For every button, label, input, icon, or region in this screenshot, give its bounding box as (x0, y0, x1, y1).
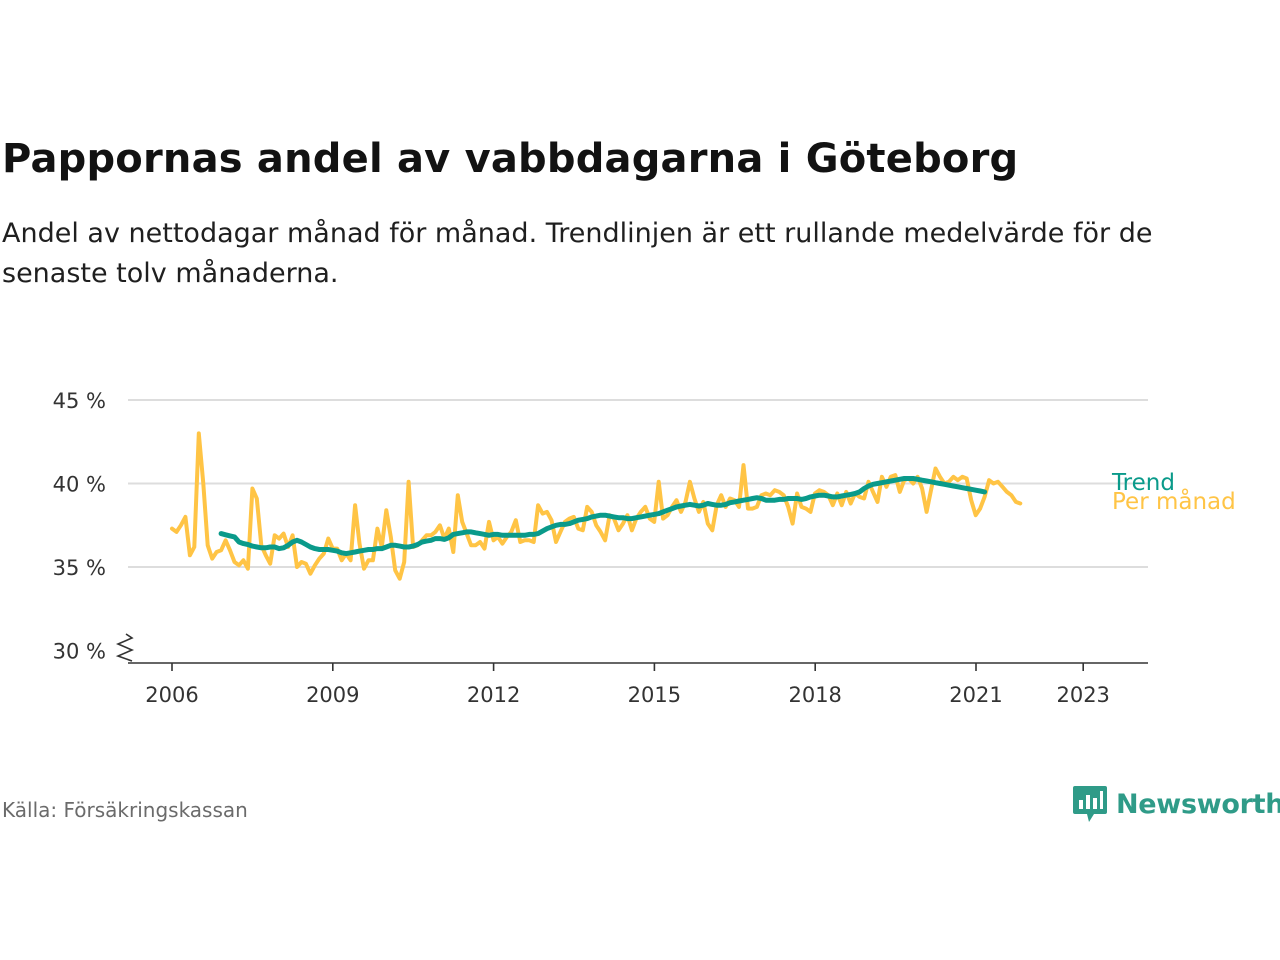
x-tick-label: 2018 (788, 683, 841, 707)
y-axis-break (115, 633, 135, 662)
x-tick-label: 2012 (467, 683, 520, 707)
series-label-per-manad: Per månad (1112, 487, 1236, 515)
chart-subtitle: Andel av nettodagar månad för månad. Tre… (2, 218, 1153, 289)
y-tick-label: 35 % (53, 556, 106, 580)
series-line-per-manad (170, 431, 1023, 581)
source-note: Källa: Försäkringskassan (2, 798, 248, 822)
series-label-trend: Trend (1111, 470, 1175, 496)
y-tick-label: 40 % (53, 473, 106, 497)
x-tick-label: 2023 (1056, 683, 1109, 707)
x-tick-label: 2015 (628, 683, 681, 707)
series-line-trend (218, 476, 988, 557)
newsworthy-logo-text: Newsworthy (1116, 788, 1280, 820)
newsworthy-logo: Newsworthy (1072, 784, 1280, 824)
newsworthy-logo-icon (1073, 786, 1107, 822)
x-tick-label: 2021 (949, 683, 1002, 707)
x-tick-label: 2006 (145, 683, 198, 707)
y-tick-label: 30 % (53, 640, 106, 664)
y-tick-label: 45 % (53, 389, 106, 413)
x-tick-label: 2009 (306, 683, 359, 707)
chart-title: Pappornas andel av vabbdagarna i Götebor… (2, 136, 1019, 182)
